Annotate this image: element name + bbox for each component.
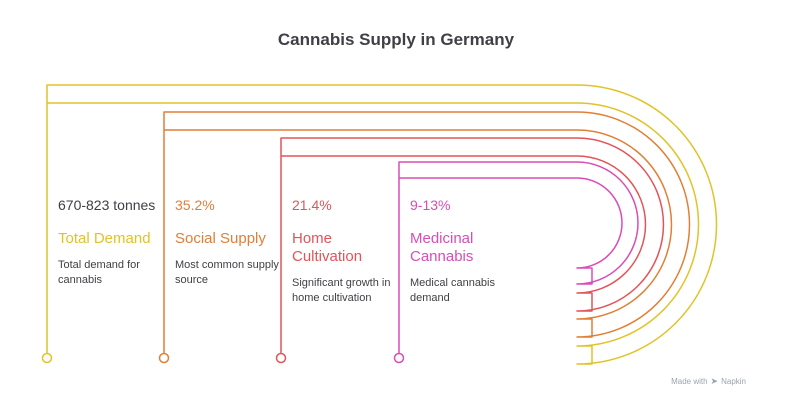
column-home-cultivation: 21.4% Home Cultivation Significant growt… [292,196,400,306]
marker-social-supply [158,352,170,364]
stat-medicinal-cannabis: 9-13% [410,197,451,213]
marker-total-demand [41,352,53,364]
napkin-logo-icon: ➤ [710,376,719,386]
marker-home-cultivation [275,352,287,364]
stat-home-cultivation: 21.4% [292,197,332,213]
made-with-napkin-credit: Made with ➤ Napkin [671,376,746,387]
label-social-supply: Social Supply [175,230,266,247]
stat-social-supply: 35.2% [175,197,215,213]
description-total-demand: Total demand for cannabis [58,259,140,286]
footer-brand: Napkin [721,377,746,386]
description-medicinal-cannabis: Medical cannabis demand [410,277,495,304]
footer-text: Made with [671,377,708,386]
track-total-demand [46,84,718,365]
column-social-supply: 35.2% Social Supply Most common supply s… [175,196,293,288]
track-social-supply [163,111,691,354]
track-home-cultivation [280,137,665,354]
description-home-cultivation: Significant growth in home cultivation [292,277,391,304]
column-medicinal-cannabis: 9-13% Medicinal Cannabis Medical cannabi… [410,196,510,306]
label-total-demand: Total Demand [58,230,151,247]
label-home-cultivation: Home Cultivation [292,230,363,265]
column-total-demand: 670-823 tonnes Total Demand Total demand… [58,196,176,288]
page-title: Cannabis Supply in Germany [277,30,515,49]
marker-medicinal-cannabis [393,352,405,364]
track-medicinal-cannabis [398,161,639,354]
stat-total-demand: 670-823 tonnes [58,197,156,213]
description-social-supply: Most common supply source [175,259,279,286]
label-medicinal-cannabis: Medicinal Cannabis [410,230,474,265]
